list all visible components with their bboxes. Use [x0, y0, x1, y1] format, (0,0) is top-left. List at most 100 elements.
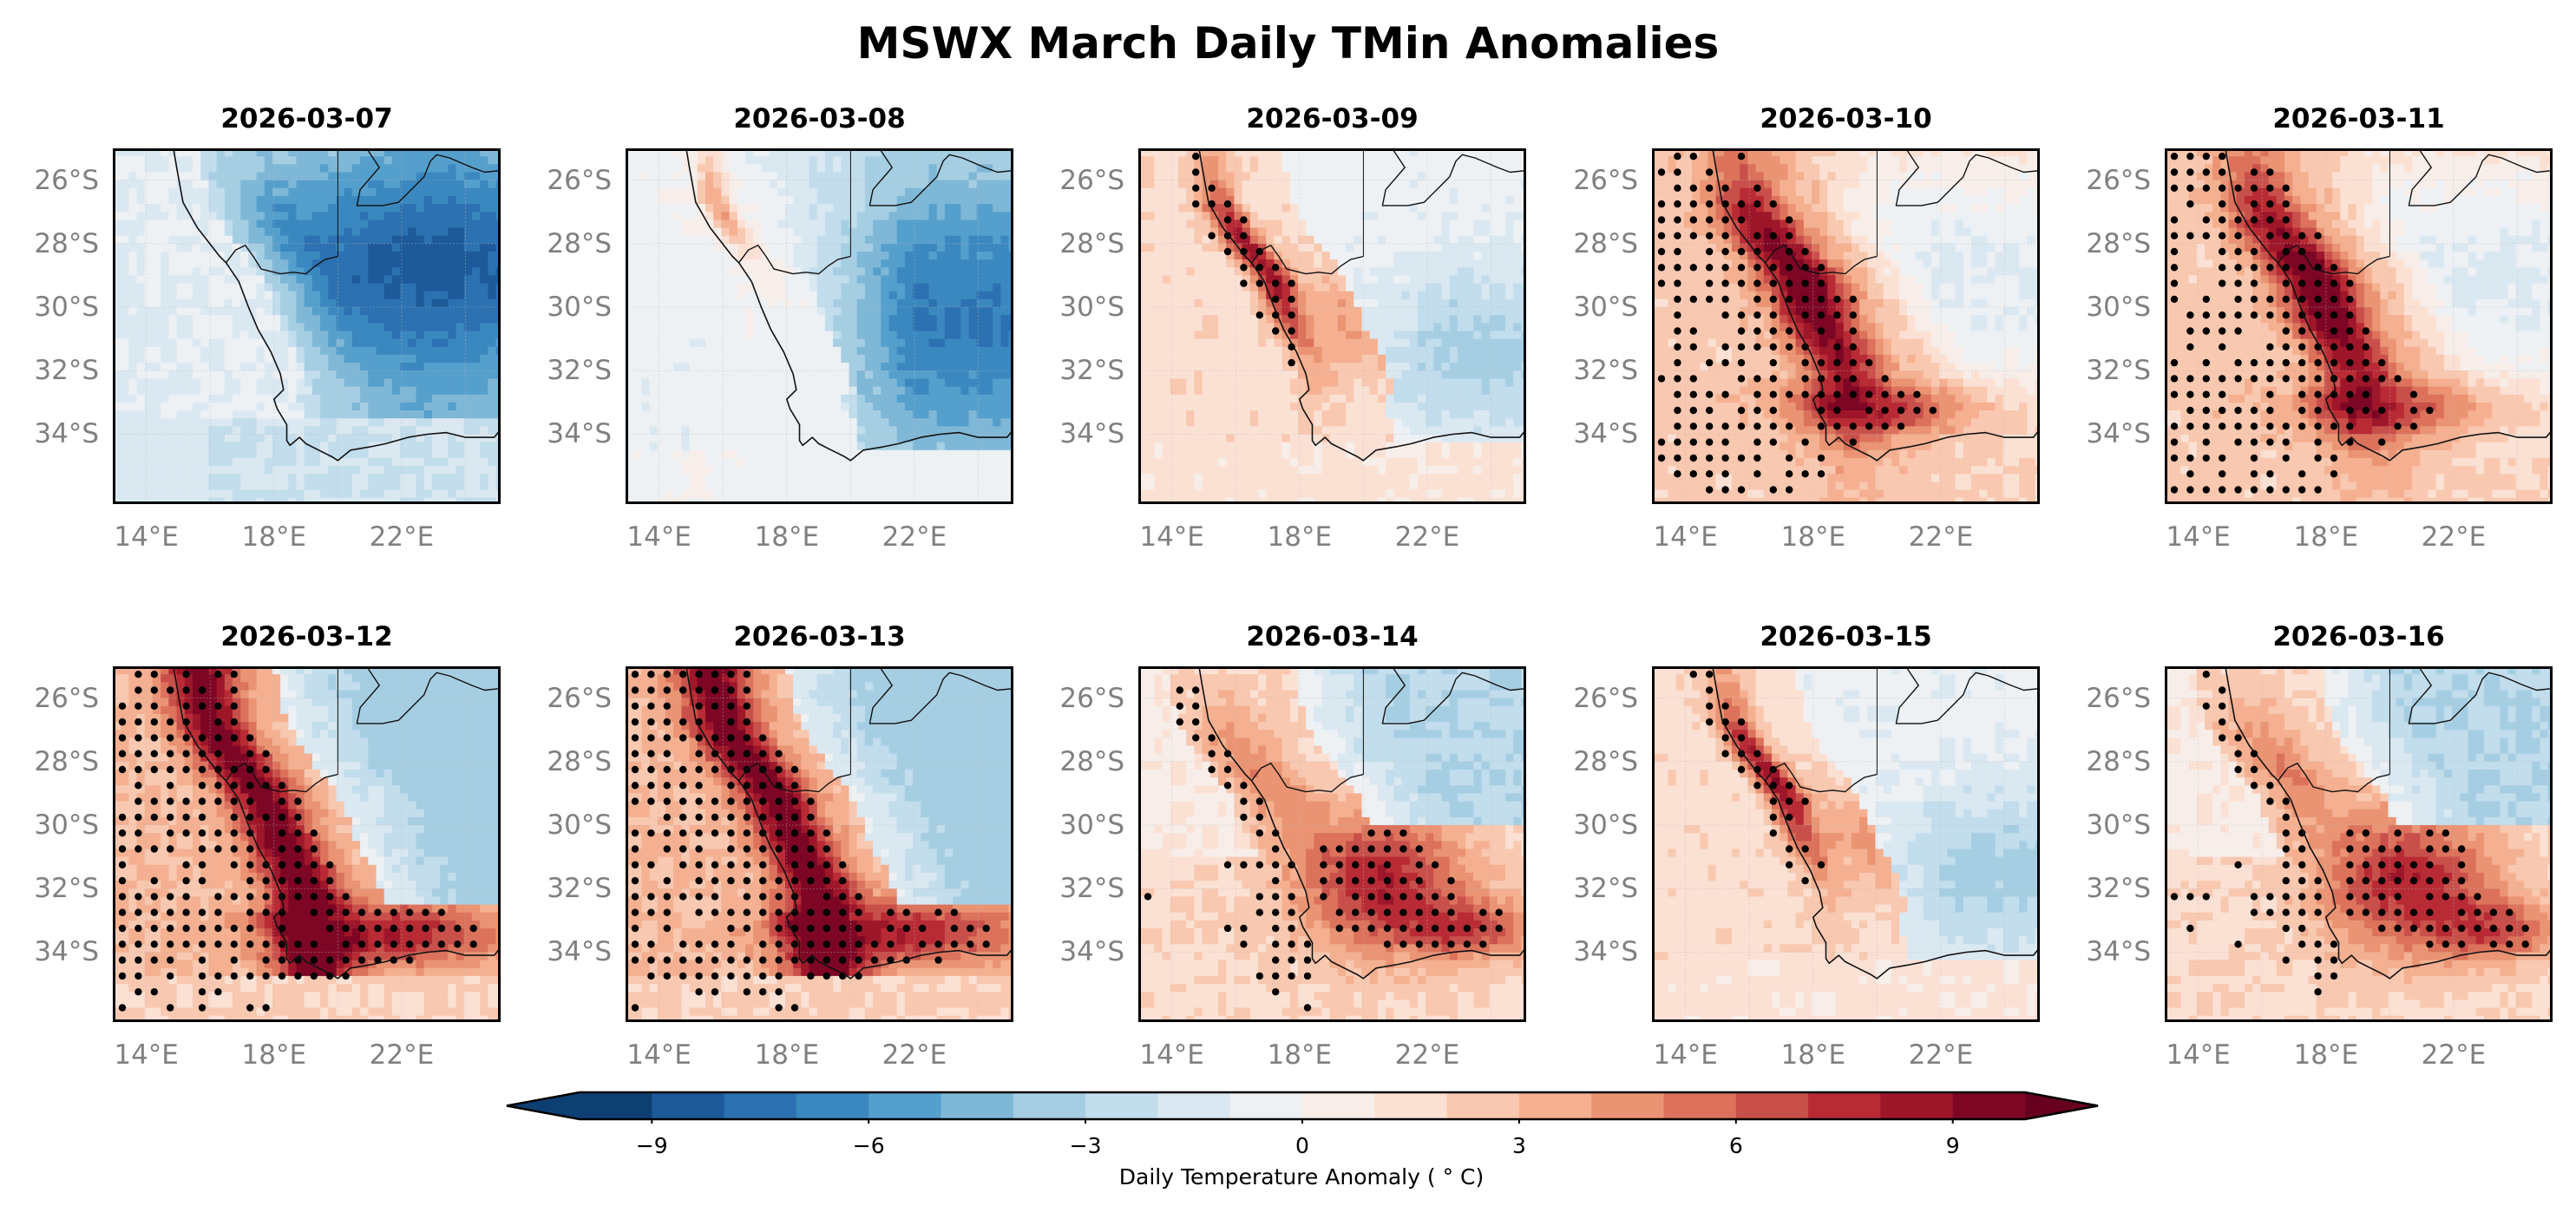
field-cell — [121, 164, 130, 174]
field-cell — [993, 220, 1002, 229]
field-cell — [1426, 212, 1435, 221]
field-cell — [383, 426, 393, 436]
field-cell — [416, 291, 425, 300]
field-cell — [336, 187, 345, 197]
field-cell — [833, 426, 842, 436]
field-cell — [721, 497, 731, 504]
field-cell — [824, 243, 834, 252]
field-cell — [233, 259, 241, 269]
field-cell — [153, 204, 161, 213]
field-cell — [936, 449, 946, 459]
field-cell — [336, 307, 345, 316]
field-cell — [161, 363, 170, 372]
field-cell — [1329, 204, 1339, 213]
field-cell — [785, 370, 794, 380]
field-cell — [208, 323, 218, 332]
field-cell — [913, 212, 922, 221]
field-cell — [121, 474, 130, 483]
field-cell — [1369, 164, 1379, 174]
field-cell — [626, 466, 634, 475]
field-cell — [264, 283, 273, 292]
field-cell — [448, 426, 457, 436]
field-cell — [753, 227, 763, 237]
field-cell — [1202, 148, 1211, 157]
field-cell — [888, 156, 898, 166]
field-cell — [737, 354, 746, 364]
field-cell — [960, 402, 970, 411]
field-cell — [824, 410, 834, 419]
field-cell — [488, 148, 497, 157]
field-cell — [383, 267, 393, 277]
field-cell — [463, 449, 473, 459]
field-cell — [681, 235, 691, 245]
field-cell — [136, 259, 146, 269]
field-cell — [665, 275, 674, 285]
field-cell — [824, 331, 834, 340]
field-cell — [713, 164, 723, 174]
field-cell — [873, 227, 882, 237]
field-cell — [984, 315, 993, 324]
field-cell — [953, 315, 962, 324]
field-cell — [208, 474, 218, 483]
field-cell — [1178, 156, 1187, 166]
field-cell — [1393, 204, 1403, 213]
field-cell — [944, 402, 954, 411]
field-cell — [801, 482, 810, 491]
field-cell — [649, 252, 659, 260]
field-cell — [1465, 204, 1475, 213]
field-cell — [423, 275, 433, 285]
field-cell — [1266, 156, 1275, 166]
field-cell — [1162, 180, 1171, 189]
field-cell — [816, 275, 826, 285]
field-cell — [960, 252, 970, 260]
field-cell — [1000, 227, 1010, 237]
field-cell — [311, 307, 321, 316]
field-cell — [793, 418, 803, 428]
field-cell — [936, 442, 946, 451]
field-cell — [1433, 172, 1443, 181]
field-cell — [136, 370, 146, 380]
field-cell — [1234, 180, 1243, 189]
field-cell — [408, 489, 417, 499]
field-cell — [713, 489, 723, 499]
field-cell — [856, 283, 866, 292]
field-cell — [705, 457, 714, 467]
field-cell — [993, 354, 1002, 364]
field-cell — [440, 187, 449, 197]
field-cell — [128, 354, 138, 364]
field-cell — [888, 195, 898, 205]
field-cell — [729, 394, 738, 403]
field-cell — [928, 418, 938, 428]
field-cell — [1000, 346, 1010, 356]
field-cell — [626, 482, 634, 491]
field-cell — [256, 172, 265, 181]
field-cell — [953, 474, 962, 483]
field-cell — [440, 235, 449, 245]
field-cell — [344, 489, 353, 499]
field-cell — [320, 466, 330, 475]
gridlines — [113, 148, 501, 504]
field-cell — [272, 418, 281, 428]
field-cell — [248, 212, 258, 221]
field-cell — [705, 243, 714, 252]
field-cell — [480, 315, 489, 324]
field-cell — [193, 315, 201, 324]
field-cell — [1218, 204, 1227, 213]
field-cell — [264, 354, 273, 364]
field-cell — [184, 275, 193, 285]
field-cell — [391, 363, 401, 372]
field-cell — [280, 457, 290, 467]
field-cell — [721, 370, 731, 380]
field-cell — [809, 180, 818, 189]
field-cell — [304, 283, 313, 292]
field-cell — [264, 220, 273, 229]
field-cell — [960, 275, 970, 285]
field-cell — [408, 346, 417, 356]
field-cell — [626, 442, 634, 451]
field-cell — [993, 291, 1002, 300]
field-cell — [233, 474, 241, 483]
field-cell — [896, 378, 906, 388]
field-cell — [841, 315, 850, 324]
field-cell — [729, 449, 738, 459]
field-cell — [649, 204, 659, 213]
